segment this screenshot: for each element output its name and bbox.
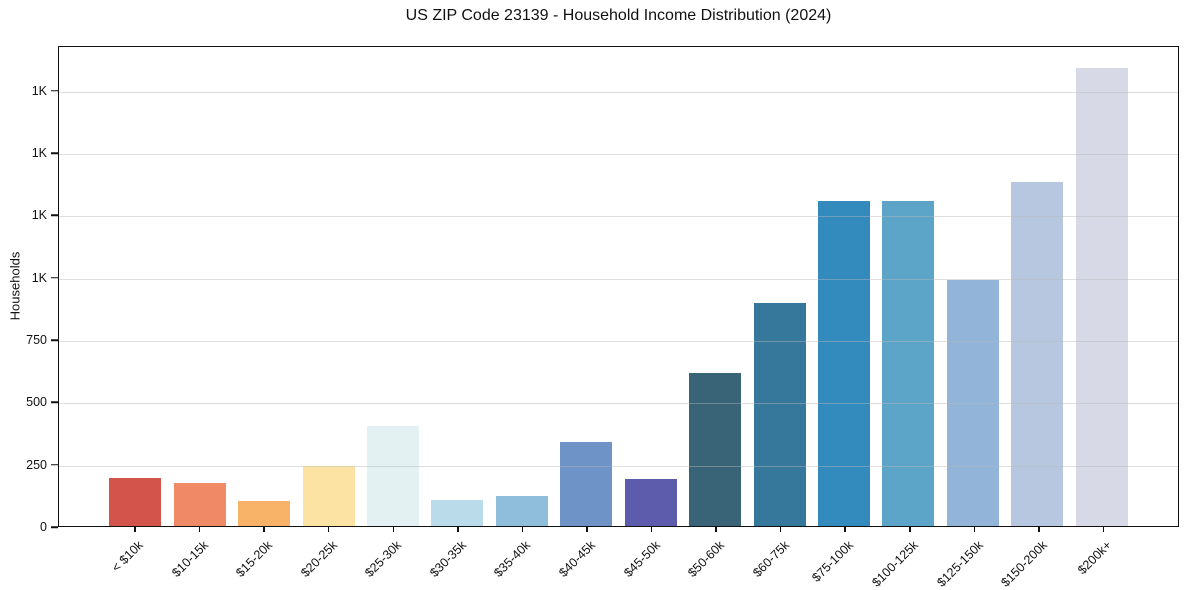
x-tick-mark [779, 527, 782, 532]
y-tick-label: 1K [31, 208, 47, 223]
x-tick-label: $50-60k [685, 538, 728, 580]
x-tick-label: $125-150k [933, 538, 986, 590]
bar-slot [747, 47, 811, 526]
bar-slot [296, 47, 360, 526]
x-tick-mark [844, 527, 846, 532]
x-tick-mark [327, 527, 330, 532]
x-tick-label: $10-15k [168, 538, 211, 580]
x-tick-mark [521, 527, 524, 532]
y-tick-label: 1K [31, 270, 47, 285]
bar-slot [103, 47, 167, 526]
bars-container [59, 47, 1178, 526]
y-tick-mark [51, 463, 58, 466]
bar--150-200k [1011, 182, 1064, 526]
x-tick-mark [392, 527, 395, 532]
bar--10k [109, 477, 162, 526]
bar-slot [812, 47, 876, 526]
x-tick-mark [909, 527, 911, 532]
x-tick-label: $75-100k [809, 538, 857, 585]
bar--10-15k [173, 482, 226, 526]
x-tick-label: $25-30k [362, 538, 405, 580]
x-tick-mark [1102, 527, 1105, 532]
bar--40-45k [560, 441, 613, 526]
bar-slot [425, 47, 489, 526]
bar-slot [232, 47, 296, 526]
bar-slot [1070, 47, 1134, 526]
bar-slot [941, 47, 1005, 526]
x-tick-mark [715, 527, 717, 532]
x-tick-mark [134, 527, 136, 532]
y-tick-mark [51, 277, 58, 279]
x-tick-label: $30-35k [427, 538, 469, 580]
x-tick-label: $150-200k [998, 538, 1051, 590]
x-tick-label: $20-25k [298, 538, 340, 580]
bar-slot [683, 47, 747, 526]
y-tick-mark [51, 401, 58, 404]
chart-title: US ZIP Code 23139 - Household Income Dis… [405, 7, 832, 24]
x-tick-mark [457, 527, 459, 532]
x-tick-mark [263, 527, 265, 532]
bar--200k+ [1075, 68, 1128, 526]
x-tick-label: $60-75k [749, 538, 792, 580]
x-tick-mark [650, 527, 653, 532]
bar-slot [167, 47, 231, 526]
x-tick-label: $15-20k [233, 538, 276, 580]
bar-slot [876, 47, 940, 526]
bar--20-25k [302, 466, 355, 526]
x-tick-label: < $10k [109, 538, 147, 575]
x-tick-mark [586, 527, 588, 532]
x-tick-label: $100-125k [869, 538, 921, 590]
bar--25-30k [366, 425, 419, 526]
bar--100-125k [882, 200, 935, 526]
plot-area [58, 46, 1179, 527]
y-tick-label: 250 [26, 457, 47, 472]
bar--15-20k [238, 501, 291, 526]
bar-slot [490, 47, 554, 526]
bar--75-100k [818, 200, 871, 526]
y-axis-label: Households [7, 251, 23, 321]
y-tick-mark [51, 339, 58, 341]
bar--50-60k [689, 373, 742, 526]
y-tick-label: 0 [40, 520, 47, 534]
bar-slot [1005, 47, 1069, 526]
x-tick-mark [198, 527, 201, 532]
x-tick-label: $40-45k [556, 538, 599, 580]
y-tick-label: 500 [26, 395, 47, 410]
bar-slot [619, 47, 683, 526]
bar-slot [554, 47, 618, 526]
x-tick-label: $200k+ [1075, 538, 1115, 578]
bar--30-35k [431, 499, 484, 526]
x-tick-label: $45-50k [620, 538, 663, 580]
y-tick-label: 750 [26, 333, 47, 348]
bar--125-150k [946, 280, 999, 526]
x-tick-mark [973, 527, 976, 532]
y-tick-mark [51, 152, 58, 154]
y-tick-label: 1K [31, 83, 47, 98]
y-tick-mark [51, 214, 58, 217]
bar--45-50k [624, 478, 677, 526]
bar-slot [361, 47, 425, 526]
y-tick-label: 1K [31, 146, 47, 161]
x-tick-label: $35-40k [491, 538, 534, 580]
y-tick-mark [51, 90, 58, 92]
y-tick-mark [51, 526, 58, 528]
bar--60-75k [753, 302, 806, 526]
bar--35-40k [495, 496, 548, 526]
x-tick-mark [1038, 527, 1040, 532]
